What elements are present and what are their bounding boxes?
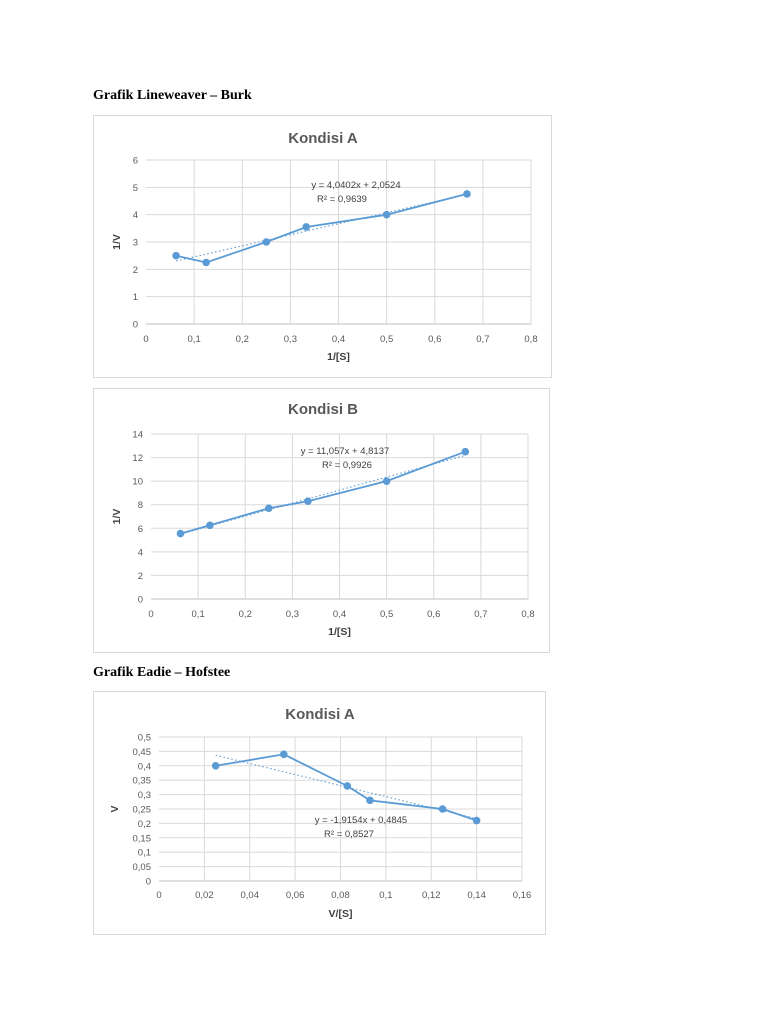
data-point — [262, 238, 271, 246]
y-tick-label: 0,25 — [133, 805, 152, 816]
trendline-equation: y = -1,9154x + 0,4845 — [315, 815, 407, 826]
y-tick-label: 6 — [133, 156, 138, 167]
x-tick-label: 0,3 — [284, 334, 297, 345]
data-point — [202, 258, 210, 267]
x-tick-label: 0,7 — [476, 334, 489, 345]
data-point — [382, 210, 391, 219]
x-axis-title: 1/[S] — [328, 626, 351, 638]
data-point — [382, 477, 391, 485]
x-tick-label: 0,04 — [241, 890, 260, 901]
data-point — [265, 504, 273, 513]
trendline-r-squared: R² = 0,8527 — [324, 829, 374, 840]
trendline-equation: y = 11,057x + 4,8137 — [301, 446, 390, 457]
y-tick-label: 8 — [138, 500, 143, 511]
data-point — [206, 521, 214, 530]
y-tick-label: 6 — [138, 524, 143, 535]
y-tick-label: 0 — [138, 595, 143, 606]
x-tick-label: 0,1 — [192, 609, 205, 620]
trendline — [215, 754, 477, 820]
y-tick-label: 0 — [146, 877, 151, 888]
y-axis-title: 1/V — [111, 234, 123, 250]
y-tick-label: 0,05 — [133, 862, 152, 873]
series-line — [180, 450, 466, 535]
y-tick-label: 1 — [133, 292, 138, 303]
trendline — [175, 193, 468, 262]
x-tick-label: 0,4 — [333, 609, 346, 620]
x-tick-label: 0,14 — [467, 890, 486, 901]
series-line — [215, 753, 477, 822]
series-line — [175, 193, 468, 264]
y-tick-label: 0,15 — [133, 833, 152, 844]
chart-title: Kondisi A — [288, 130, 358, 147]
heading-eadie-hofstee: Grafik Eadie – Hofstee — [93, 665, 231, 680]
y-tick-label: 0,3 — [138, 790, 151, 801]
x-tick-label: 0,02 — [195, 890, 214, 901]
x-tick-label: 0,7 — [474, 609, 487, 620]
x-tick-label: 0,6 — [427, 609, 440, 620]
x-tick-label: 0,5 — [380, 334, 393, 345]
y-tick-label: 0 — [133, 320, 138, 331]
y-tick-label: 4 — [133, 210, 138, 221]
x-axis-title: V/[S] — [329, 908, 353, 920]
y-tick-label: 0,2 — [138, 819, 151, 830]
x-tick-label: 0,2 — [239, 609, 252, 620]
data-point — [172, 251, 180, 260]
x-tick-label: 0,6 — [428, 334, 441, 345]
data-point — [304, 497, 312, 505]
chart-title: Kondisi B — [288, 401, 358, 418]
y-axis-title: 1/V — [111, 509, 123, 525]
chart-lineweaver-kondisi-a: Kondisi A 0 1 2 3 4 5 6 0 0,1 0,2 0,3 0,4 0,5 0,6 0,7 0,… — [93, 115, 552, 378]
data-point — [302, 223, 311, 231]
data-point — [463, 190, 471, 198]
x-tick-label: 0,8 — [524, 334, 537, 345]
chart-svg: Kondisi A 0 0,05 0,1 0,15 0,2 0,25 0,3 0,35 0,4 0,… — [109, 706, 532, 920]
chart-title: Kondisi A — [285, 706, 355, 723]
chart-svg: Kondisi A 0 1 2 3 4 5 6 0 0,1 0,2 0,3 0,4 0,5 0,6 0,7 0,… — [111, 130, 538, 363]
chart-svg: Kondisi B 0 2 4 6 8 10 12 14 0 0,1 0,2 0,3 0,4 0,5 0,6 0… — [111, 401, 535, 638]
data-point — [176, 529, 185, 538]
x-tick-label: 0,3 — [286, 609, 299, 620]
x-tick-label: 0,5 — [380, 609, 393, 620]
data-point — [343, 782, 352, 790]
y-tick-label: 12 — [132, 453, 143, 464]
chart-eadie-kondisi-a: Kondisi A 0 0,05 0,1 0,15 0,2 0,25 0,3 0,35 0,4 0,… — [93, 691, 546, 935]
y-tick-label: 2 — [133, 265, 138, 276]
x-tick-label: 0,08 — [331, 890, 350, 901]
trendline-r-squared: R² = 0,9639 — [317, 194, 367, 205]
y-tick-label: 4 — [138, 547, 143, 558]
y-tick-label: 3 — [133, 238, 138, 249]
data-point — [461, 447, 470, 456]
x-tick-label: 0,2 — [236, 334, 249, 345]
y-tick-label: 10 — [132, 477, 143, 488]
data-point — [211, 762, 220, 770]
trendline-equation: y = 4,0402x + 2,0524 — [311, 180, 400, 191]
y-tick-label: 0,35 — [133, 776, 152, 787]
heading-lineweaver-burk: Grafik Lineweaver – Burk — [93, 88, 252, 103]
y-tick-label: 2 — [138, 571, 143, 582]
x-tick-label: 0,8 — [521, 609, 534, 620]
trendline-r-squared: R² = 0,9926 — [322, 460, 372, 471]
x-tick-label: 0 — [156, 890, 161, 901]
y-tick-label: 0,4 — [138, 761, 151, 772]
y-tick-label: 14 — [132, 430, 143, 441]
y-tick-label: 5 — [133, 183, 138, 194]
data-point — [472, 816, 481, 825]
x-axis-title: 1/[S] — [327, 351, 350, 363]
y-tick-label: 0,5 — [138, 733, 151, 744]
chart-lineweaver-kondisi-b: Kondisi B 0 2 4 6 8 10 12 14 0 0,1 0,2 0,3 0,4 0,5 0,6 0… — [93, 388, 550, 653]
data-point — [279, 750, 288, 759]
y-tick-label: 0,45 — [133, 747, 152, 758]
x-tick-label: 0 — [148, 609, 153, 620]
x-tick-label: 0 — [143, 334, 148, 345]
y-tick-label: 0,1 — [138, 848, 151, 859]
x-tick-label: 0,16 — [513, 890, 532, 901]
data-point — [438, 805, 447, 813]
data-point — [366, 796, 374, 805]
y-axis-title: V — [109, 805, 121, 812]
x-tick-label: 0,4 — [332, 334, 345, 345]
x-tick-label: 0,12 — [422, 890, 441, 901]
x-tick-label: 0,1 — [188, 334, 201, 345]
x-tick-label: 0,06 — [286, 890, 305, 901]
x-tick-label: 0,1 — [379, 890, 392, 901]
